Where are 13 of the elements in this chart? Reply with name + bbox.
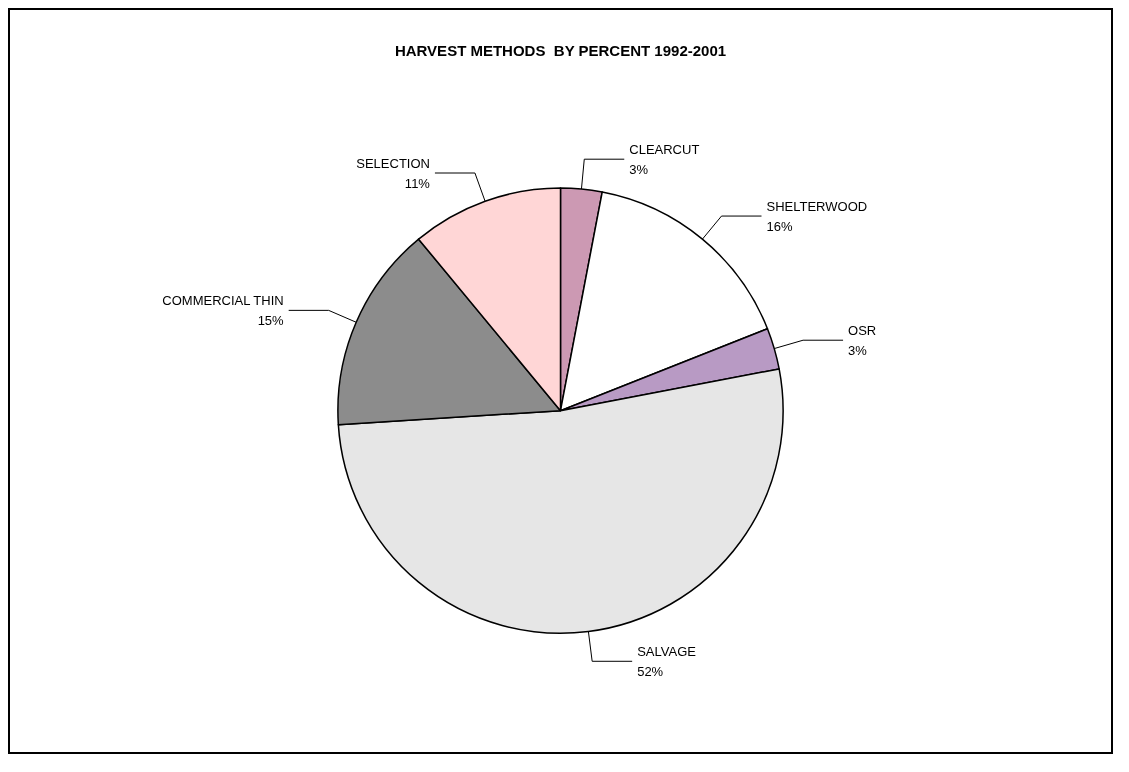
data-label: 3% xyxy=(848,342,868,358)
data-label: 16% xyxy=(766,218,793,234)
chart-title: HARVEST METHODS BY PERCENT 1992-2001 xyxy=(394,42,727,59)
slice-label: COMMERCIAL THIN xyxy=(162,292,284,308)
data-label: 52% xyxy=(637,663,664,679)
slice-label: SELECTION xyxy=(356,155,430,171)
slice-label: CLEARCUT xyxy=(629,141,700,157)
slice-label: OSR xyxy=(848,322,877,338)
data-label: 15% xyxy=(257,312,285,328)
data-label: 11% xyxy=(404,175,431,191)
data-label: 3% xyxy=(629,161,649,177)
slice-label: SALVAGE xyxy=(637,643,697,659)
slice-label: SHELTERWOOD xyxy=(766,198,868,214)
